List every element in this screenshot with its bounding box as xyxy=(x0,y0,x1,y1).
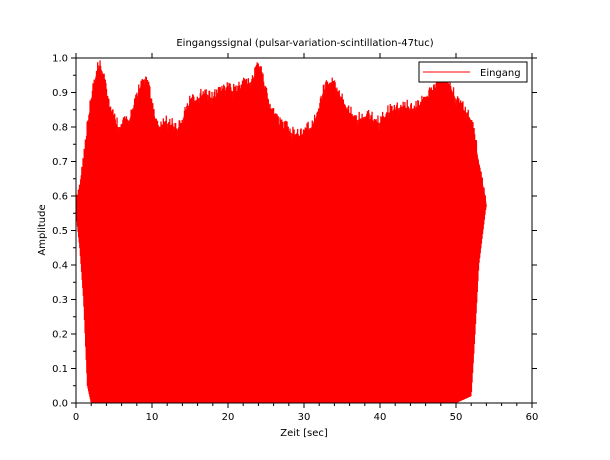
signal-fill-eingang xyxy=(76,64,487,404)
x-tick-label: 40 xyxy=(374,412,387,423)
y-tick-label: 0.5 xyxy=(52,226,68,237)
y-tick-label: 1.0 xyxy=(52,54,68,65)
y-tick-label: 0.9 xyxy=(52,88,68,99)
y-tick-label: 0.7 xyxy=(52,157,68,168)
chart-title: Eingangssignal (pulsar-variation-scintil… xyxy=(176,38,433,49)
y-tick-label: 0.6 xyxy=(52,192,68,203)
legend-label-eingang: Eingang xyxy=(480,68,521,79)
y-tick-label: 0.1 xyxy=(52,364,68,375)
y-tick-label: 0.8 xyxy=(52,123,68,134)
y-axis-label: Amplitude xyxy=(37,204,48,255)
x-tick-label: 0 xyxy=(73,412,79,423)
legend: Eingang xyxy=(418,61,528,83)
x-axis-label: Zeit [sec] xyxy=(280,428,328,439)
y-tick-label: 0.4 xyxy=(52,261,68,272)
signal-layer xyxy=(75,60,488,404)
y-tick-label: 0.2 xyxy=(52,330,68,341)
x-axis: 0 10 20 30 40 50 60 xyxy=(73,53,539,423)
x-tick-label: 10 xyxy=(146,412,159,423)
plot-area xyxy=(75,57,533,404)
y-axis: 0.0 0.1 0.2 0.3 0.4 0.5 0.6 0.7 0.8 0.9 1.0 xyxy=(52,54,537,410)
y-tick-label: 0.0 xyxy=(52,399,68,410)
x-tick-label: 30 xyxy=(298,412,311,423)
x-tick-label: 50 xyxy=(450,412,463,423)
y-tick-label: 0.3 xyxy=(52,295,68,306)
x-tick-label: 60 xyxy=(526,412,539,423)
legend-box xyxy=(418,61,528,83)
x-tick-label: 20 xyxy=(222,412,235,423)
